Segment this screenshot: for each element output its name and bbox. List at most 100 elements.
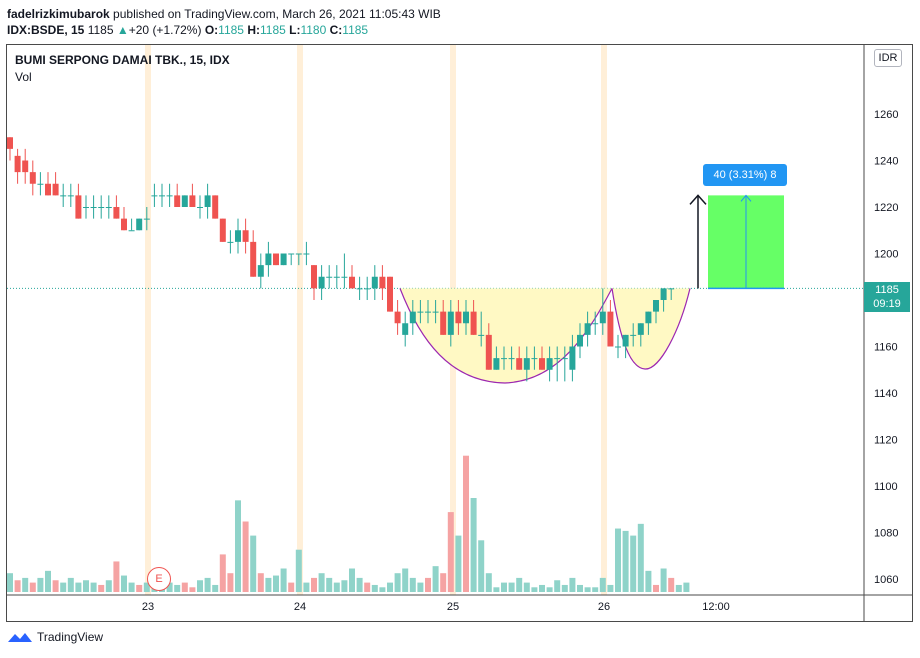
candle-body [637, 323, 644, 335]
candle-body [341, 276, 348, 278]
publish-header: fadelrizkimubarok published on TradingVi… [7, 6, 441, 22]
published-info: published on TradingView.com, March 26, … [113, 7, 441, 21]
chart-frame[interactable] [6, 44, 913, 622]
candle-body [22, 160, 29, 173]
open-label: O: [204, 23, 219, 37]
candle-body [83, 207, 89, 208]
candle-body [432, 311, 439, 313]
volume-bar [425, 577, 431, 592]
volume-bars [7, 455, 690, 592]
volume-bar [569, 577, 576, 592]
price-tick-label: 1200 [874, 249, 898, 261]
candle-body [90, 207, 97, 208]
candle-body [546, 358, 553, 370]
currency-button[interactable]: IDR [874, 49, 902, 67]
volume-bar [349, 568, 355, 592]
volume-bar [485, 573, 492, 592]
candle-body [37, 183, 44, 185]
series-title: BUMI SERPONG DAMAI TBK., 15, IDX [15, 53, 230, 67]
candle-body [204, 195, 211, 207]
volume-bar [75, 582, 82, 592]
volume-bar [235, 500, 241, 592]
volume-bar [607, 584, 614, 592]
candle-body [349, 276, 355, 289]
volume-bar [660, 568, 667, 592]
candle-body [371, 276, 378, 289]
candle-body [303, 253, 310, 255]
volume-bar [105, 580, 112, 592]
candle-body [75, 195, 82, 219]
volume-bar [197, 580, 203, 592]
volume-bar [554, 580, 561, 592]
candle-body [387, 276, 393, 312]
volume-bar [584, 587, 591, 592]
candle-body [235, 230, 241, 242]
volume-bar [303, 582, 310, 592]
candle-body [599, 311, 606, 324]
handle-curve [611, 288, 691, 370]
candle-body [622, 334, 629, 347]
volume-bar [136, 584, 143, 592]
candle-body [280, 253, 287, 266]
volume-bar [265, 577, 272, 592]
volume-bar [478, 540, 485, 592]
measure-tool[interactable] [689, 194, 784, 290]
earnings-marker[interactable]: E [147, 567, 171, 591]
candle-body [561, 358, 568, 360]
volume-bar [67, 577, 74, 592]
volume-bar [273, 575, 279, 592]
volume-bar [523, 582, 530, 592]
candle-body [660, 288, 667, 300]
volume-bar [45, 570, 51, 592]
session-separator [297, 45, 303, 595]
volume-bar [599, 577, 606, 592]
breakout-arrow-head [689, 194, 707, 205]
candle-body [523, 358, 530, 370]
volume-bar [60, 582, 67, 592]
bar-countdown: 09:19 [873, 298, 901, 310]
candle-body [493, 358, 500, 370]
session-separator [145, 45, 151, 595]
candle-body [668, 288, 675, 290]
candle-body [333, 276, 340, 278]
volume-bar [37, 577, 44, 592]
volume-bar [645, 570, 652, 592]
volume-bar [52, 580, 59, 592]
up-arrow-icon: ▲ [116, 23, 129, 37]
footer-brand[interactable]: TradingView [7, 630, 103, 644]
volume-bar [463, 455, 469, 592]
candle-body [242, 230, 249, 242]
candle-body [143, 218, 150, 220]
volume-bar [113, 561, 120, 592]
volume-bar [333, 582, 340, 592]
volume-bar [447, 512, 454, 592]
time-tick-label: 23 [142, 601, 154, 613]
last-price: 1185 [87, 23, 114, 37]
volume-bar [561, 584, 568, 592]
candle-body [539, 358, 545, 370]
candle-body [45, 183, 51, 196]
handle-fill [612, 288, 690, 370]
price-tick-label: 1120 [874, 435, 898, 447]
volume-bar [295, 549, 302, 592]
volume-bar [501, 582, 507, 592]
volume-bar [83, 580, 89, 592]
candle-body [364, 288, 371, 290]
time-tick-label: 12:00 [702, 601, 730, 613]
volume-bar [242, 521, 249, 592]
price-tick-label: 1060 [874, 574, 898, 586]
price-tick-label: 1100 [874, 481, 898, 493]
volume-bar [143, 582, 150, 592]
candle-body [60, 195, 67, 197]
volume-bar [212, 584, 219, 592]
last-price-tag: 1185 09:19 [864, 282, 910, 312]
author-name[interactable]: fadelrizkimubarok [7, 7, 110, 21]
volume-legend: Vol [15, 70, 32, 84]
price-tick-label: 1240 [874, 156, 898, 168]
volume-bar [326, 577, 333, 592]
candle-body [455, 311, 462, 324]
candle-body [7, 137, 13, 149]
measure-label[interactable]: 40 (3.31%) 8 [703, 164, 787, 186]
volume-bar [166, 582, 173, 592]
